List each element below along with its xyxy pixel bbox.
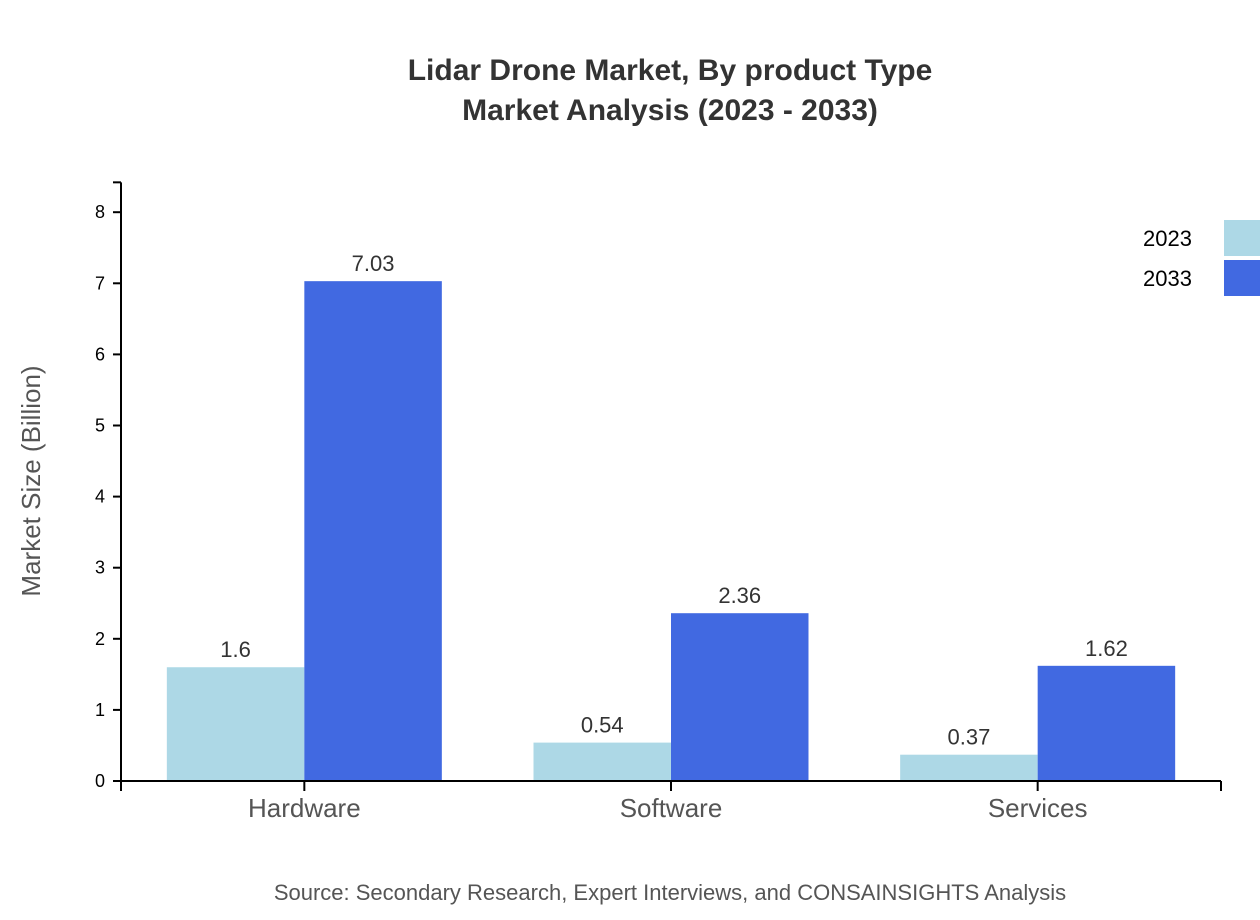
bar-2033-services (1037, 665, 1176, 781)
bar-2033-software (671, 613, 809, 781)
x-tick-label: Services (988, 793, 1088, 823)
legend-label: 2023 (1143, 226, 1192, 251)
legend-label: 2033 (1143, 266, 1192, 291)
y-tick-label: 8 (95, 202, 105, 222)
data-label: 7.03 (352, 251, 395, 276)
y-tick-label: 6 (95, 344, 105, 364)
y-tick-label: 4 (95, 487, 105, 507)
data-label: 0.37 (948, 725, 991, 750)
data-label: 0.54 (581, 713, 624, 738)
y-tick-label: 2 (95, 629, 105, 649)
bar-2023-software (533, 742, 671, 781)
legend-swatch (1224, 260, 1260, 296)
data-label: 1.62 (1085, 636, 1128, 661)
y-axis-label: Market Size (Billion) (16, 365, 46, 596)
legend-swatch (1224, 220, 1260, 256)
data-label: 2.36 (718, 583, 761, 608)
y-tick-label: 0 (95, 771, 105, 791)
legend: 2023 2033 (1143, 220, 1260, 296)
bar-2023-services (900, 754, 1038, 781)
bar-2023-hardware (166, 667, 305, 781)
data-label: 1.6 (220, 637, 251, 662)
chart-title-line-1: Lidar Drone Market, By product Type (408, 54, 933, 87)
chart-title-line-2: Market Analysis (2023 - 2033) (462, 94, 878, 127)
source-note: Source: Secondary Research, Expert Inter… (274, 880, 1066, 905)
x-tick-label: Hardware (248, 793, 361, 823)
x-tick-label: Software (620, 793, 723, 823)
y-tick-label: 1 (95, 700, 105, 720)
y-tick-label: 5 (95, 416, 105, 436)
bar-2033-hardware (304, 281, 442, 781)
y-tick-label: 3 (95, 558, 105, 578)
y-tick-label: 7 (95, 273, 105, 293)
